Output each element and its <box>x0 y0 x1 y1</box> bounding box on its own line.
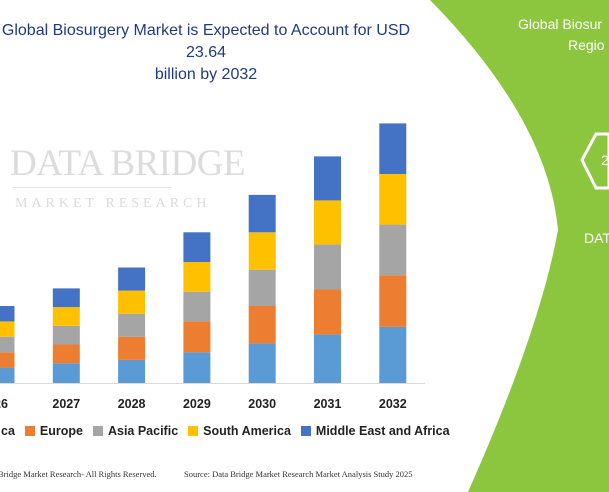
legend-label-asia-pacific: Asia Pacific <box>107 424 179 438</box>
panel-heading-line-1: Global Biosur <box>518 16 603 32</box>
x-tick-label-2030: 2030 <box>248 397 276 411</box>
legend-label-middle-east-africa: Middle East and Africa <box>315 424 450 438</box>
chart-title: Global Biosurgery Market is Expected to … <box>0 20 416 86</box>
x-tick-label-2027: 2027 <box>52 397 80 411</box>
legend-label-south-america: South America <box>203 424 291 438</box>
bar-segment-2026-europe <box>0 352 15 368</box>
bar-segment-2028-middle-east-and-africa <box>118 267 146 291</box>
bar-segment-2032-europe <box>379 275 407 327</box>
panel-heading-line-2: Regio <box>568 37 605 53</box>
x-tick-label-2026: 26 <box>0 397 8 411</box>
legend-swatch-south-america <box>188 426 199 436</box>
hexagon-badge-icon <box>580 132 609 190</box>
legend-swatch-europe <box>24 426 35 436</box>
bar-segment-2030-middle-east-and-africa <box>248 194 276 233</box>
bar-segment-2030-asia-pacific <box>248 269 276 306</box>
legend-label-europe: Europe <box>39 424 83 438</box>
bar-segment-2032-asia-pacific <box>379 224 407 276</box>
panel-badge-value: 2 <box>601 152 609 168</box>
legend-item-south-america: South America <box>188 424 291 438</box>
x-tick-label-2032: 2032 <box>379 397 407 411</box>
bar-segment-2028-south-america <box>118 290 146 314</box>
bar-segment-2032-south-america <box>379 174 407 225</box>
bar-segment-2029-asia-pacific <box>183 291 211 322</box>
bar-segment-2026-south-america <box>0 321 15 337</box>
bar-segment-2031-south-america <box>314 200 341 245</box>
bar-segment-2031-middle-east-and-africa <box>314 156 341 201</box>
legend-swatch-asia-pacific <box>92 426 103 436</box>
bar-segment-2027-europe <box>52 344 80 364</box>
bar-segment-2028-europe <box>118 336 146 360</box>
legend-item-europe: Europe <box>24 424 83 438</box>
bar-segment-2028-asia-pacific <box>118 313 146 337</box>
x-tick-label-2031: 2031 <box>314 397 342 411</box>
bar-segment-2031-north-america <box>314 334 341 383</box>
legend-label-north-america: ca <box>1 424 15 438</box>
legend-swatch-middle-east-africa <box>300 426 311 436</box>
footer-source: Source: Data Bridge Market Research Mark… <box>184 469 413 479</box>
bar-segment-2026-north-america <box>0 367 15 383</box>
bar-segment-2027-middle-east-and-africa <box>52 288 80 308</box>
watermark-subtitle: MARKET RESEARCH <box>15 196 211 211</box>
bar-segment-2027-north-america <box>52 363 80 383</box>
bar-segment-2030-north-america <box>248 343 276 383</box>
bar-segment-2026-middle-east-and-africa <box>0 306 15 322</box>
panel-shape <box>430 0 609 492</box>
footer-copyright: Bridge Market Research- All Rights Reser… <box>0 469 157 479</box>
bar-segment-2029-europe <box>183 321 211 353</box>
bar-segment-2031-asia-pacific <box>314 244 341 290</box>
legend-item-north-america: ca <box>0 424 15 438</box>
bar-segment-2026-asia-pacific <box>0 336 15 353</box>
bar-segment-2032-north-america <box>379 326 407 383</box>
bar-segment-2029-middle-east-and-africa <box>183 232 211 262</box>
chart-title-line-2: billion by 2032 <box>154 66 258 83</box>
watermark-rule <box>12 187 172 188</box>
x-tick-label-2028: 2028 <box>118 397 146 411</box>
chart-legend: ca Europe Asia Pacific South America Mid… <box>0 423 460 439</box>
watermark-logo: DATA BRIDGE <box>10 143 246 184</box>
x-tick-label-2029: 2029 <box>183 397 211 411</box>
bar-segment-2030-south-america <box>248 232 276 270</box>
bar-segment-2029-north-america <box>183 352 211 383</box>
bar-segment-2027-asia-pacific <box>52 325 80 345</box>
bar-segment-2029-south-america <box>183 262 211 292</box>
panel-label: DAT <box>584 230 609 246</box>
bar-segment-2027-south-america <box>52 307 80 326</box>
legend-item-middle-east-africa: Middle East and Africa <box>300 424 450 438</box>
bar-segment-2032-middle-east-and-africa <box>379 123 407 174</box>
bar-segment-2030-europe <box>248 306 276 344</box>
chart-title-line-1: Global Biosurgery Market is Expected to … <box>1 22 411 61</box>
bar-segment-2031-europe <box>314 289 341 335</box>
bar-segment-2028-north-america <box>118 359 146 383</box>
legend-item-asia-pacific: Asia Pacific <box>92 424 179 438</box>
